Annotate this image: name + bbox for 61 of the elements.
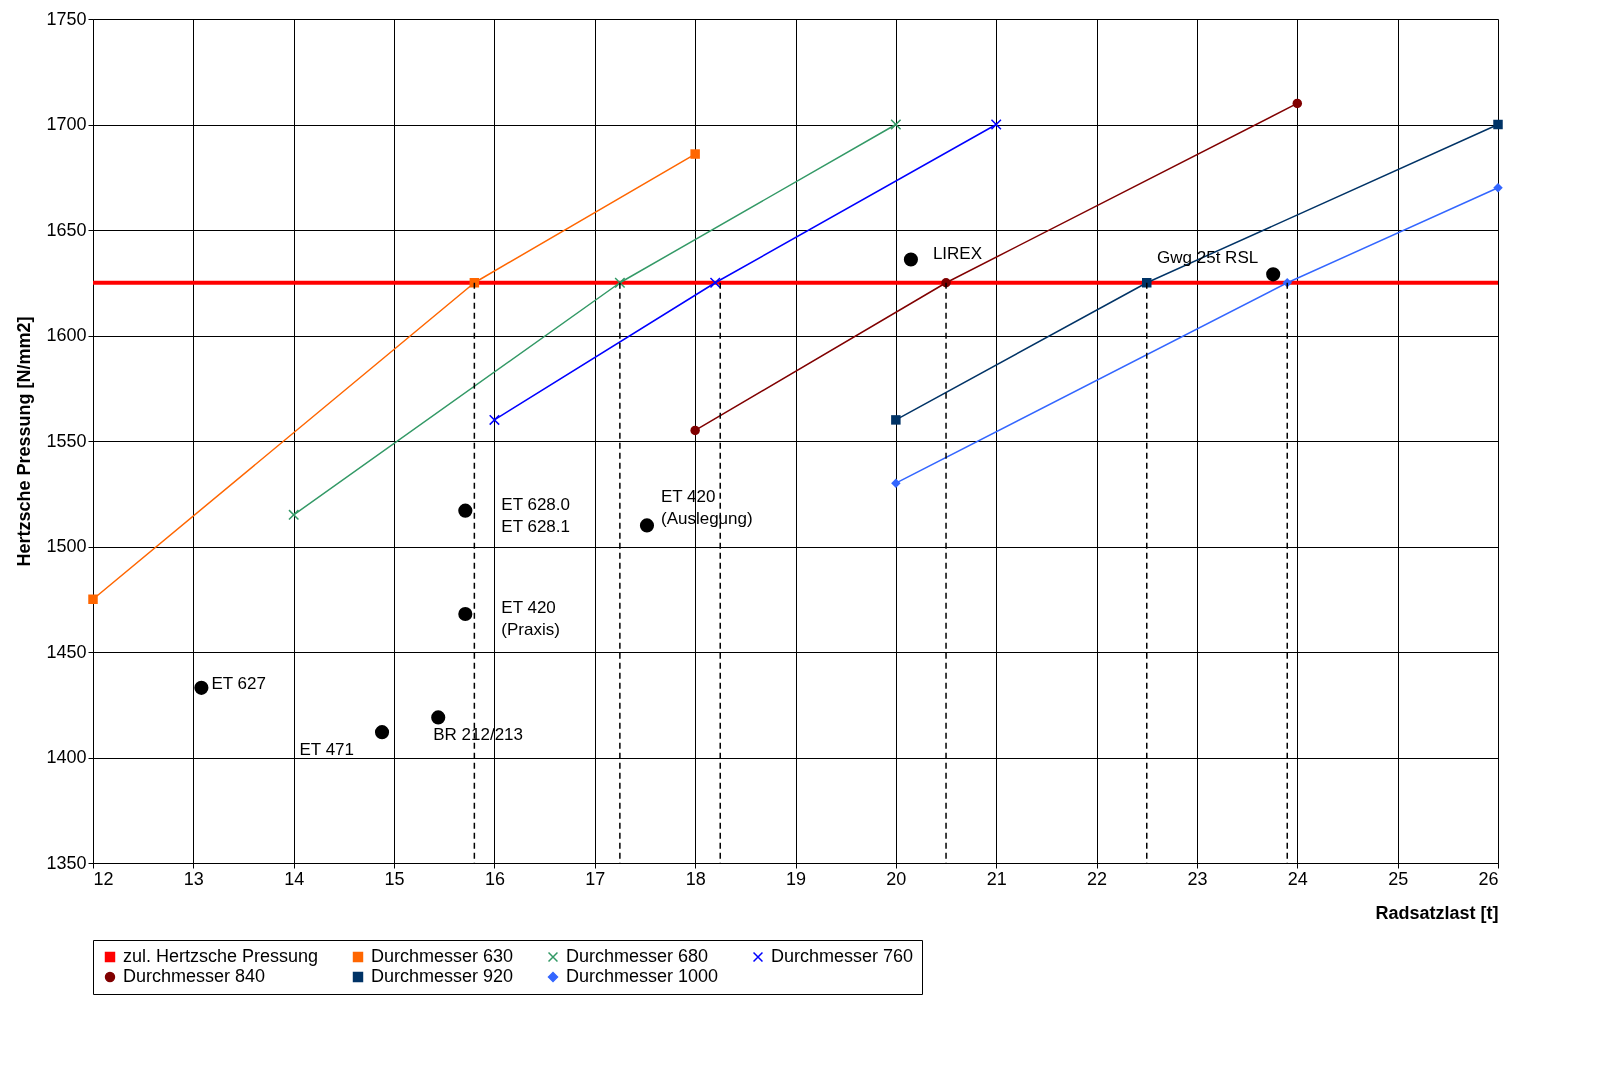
x-tick-label: 25 bbox=[1388, 868, 1409, 889]
legend-label: Durchmesser 1000 bbox=[566, 966, 719, 986]
point bbox=[639, 518, 655, 533]
point bbox=[88, 594, 98, 604]
point bbox=[709, 277, 721, 289]
annotation: ET 471 bbox=[299, 740, 355, 760]
legend-label: Durchmesser 760 bbox=[771, 946, 914, 966]
point bbox=[288, 509, 300, 521]
x-tick-label: 21 bbox=[986, 868, 1007, 889]
x-tick-label: 20 bbox=[886, 868, 907, 889]
y-tick-label: 1600 bbox=[46, 325, 87, 345]
y-tick-label: 1400 bbox=[46, 747, 87, 767]
point bbox=[1493, 119, 1503, 130]
x-tick-label: 17 bbox=[585, 868, 606, 889]
point bbox=[431, 710, 446, 725]
y-axis-title: Hertzsche Pressung [N/mm2] bbox=[14, 316, 35, 567]
point bbox=[903, 252, 918, 267]
y-tick-label: 1750 bbox=[46, 8, 87, 29]
x-tick-label: 26 bbox=[1478, 868, 1499, 889]
annotation: ET 420 (Praxis) bbox=[501, 598, 560, 640]
point bbox=[1282, 278, 1292, 288]
legend-label: Durchmesser 840 bbox=[123, 966, 266, 986]
x-tick-label: 15 bbox=[384, 868, 405, 889]
x-tick-label: 22 bbox=[1087, 868, 1108, 889]
x-tick-label: 19 bbox=[785, 868, 807, 889]
point bbox=[488, 414, 500, 426]
x-tick-label: 18 bbox=[685, 868, 706, 889]
y-tick-label: 1550 bbox=[46, 430, 87, 451]
x-tick-label: 14 bbox=[284, 868, 305, 889]
y-tick-label: 1700 bbox=[46, 114, 87, 134]
point bbox=[690, 425, 700, 436]
annotation: Gwg 25t RSL bbox=[1157, 248, 1259, 268]
y-tick-label: 1450 bbox=[46, 641, 87, 662]
point bbox=[890, 119, 902, 130]
point bbox=[1292, 98, 1303, 109]
point bbox=[690, 149, 700, 159]
legend-label: Durchmesser 920 bbox=[371, 966, 514, 986]
x-tick-label: 24 bbox=[1287, 868, 1308, 889]
legend-label: zul. Hertzsche Pressung bbox=[123, 946, 319, 966]
x-axis-title: Radsatzlast [t] bbox=[1375, 902, 1499, 923]
legend-label: Durchmesser 630 bbox=[371, 946, 514, 966]
point bbox=[891, 478, 901, 488]
point bbox=[458, 503, 473, 518]
x-tick-label: 13 bbox=[183, 868, 204, 889]
annotation: ET 628.0 ET 628.1 bbox=[501, 494, 571, 536]
x-tick-label: 12 bbox=[93, 868, 114, 889]
point bbox=[891, 415, 901, 425]
annotation: ET 627 bbox=[211, 673, 266, 693]
point bbox=[990, 119, 1002, 130]
point bbox=[614, 277, 626, 289]
annotation: LIREX bbox=[932, 243, 983, 263]
y-tick-label: 1500 bbox=[46, 536, 87, 556]
point bbox=[194, 680, 209, 695]
legend-label: Durchmesser 680 bbox=[566, 946, 709, 966]
y-tick-label: 1350 bbox=[46, 852, 87, 873]
point bbox=[458, 606, 473, 622]
x-tick-label: 16 bbox=[484, 868, 505, 889]
point bbox=[374, 725, 390, 740]
y-tick-label: 1650 bbox=[46, 219, 87, 240]
x-tick-label: 23 bbox=[1187, 868, 1208, 889]
point bbox=[1266, 267, 1281, 282]
